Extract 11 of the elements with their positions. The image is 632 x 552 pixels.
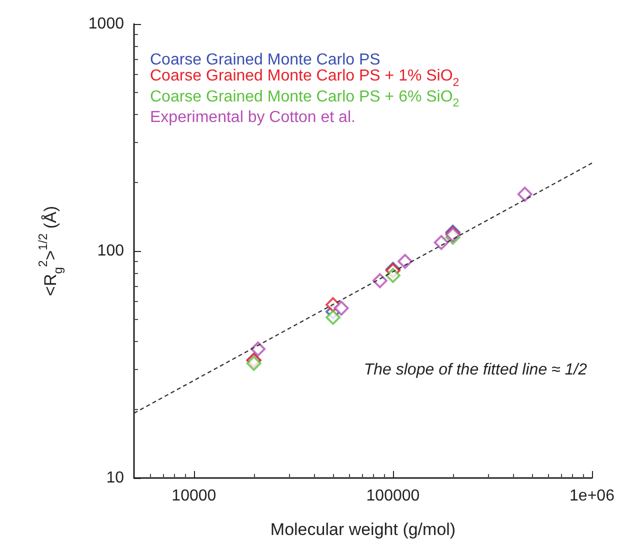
y-tick-label: 1000 bbox=[88, 16, 124, 32]
y-axis-title: <Rg2>1/2 (Å) bbox=[36, 206, 65, 296]
x-tick-label: 100000 bbox=[366, 488, 420, 504]
y-tick-label: 100 bbox=[97, 242, 124, 260]
y-tick-label: 10 bbox=[106, 470, 124, 486]
x-tick-label: 10000 bbox=[172, 488, 216, 504]
text: Coarse Grained Monte Carlo PS bbox=[150, 52, 380, 68]
annotation: The slope of the fitted line ≈ 1/2 bbox=[364, 362, 588, 378]
x-axis-title: Molecular weight (g/mol) bbox=[270, 520, 456, 540]
x-tick-label: 1e+06 bbox=[570, 488, 615, 504]
text: Experimental by Cotton et al. bbox=[150, 109, 356, 126]
